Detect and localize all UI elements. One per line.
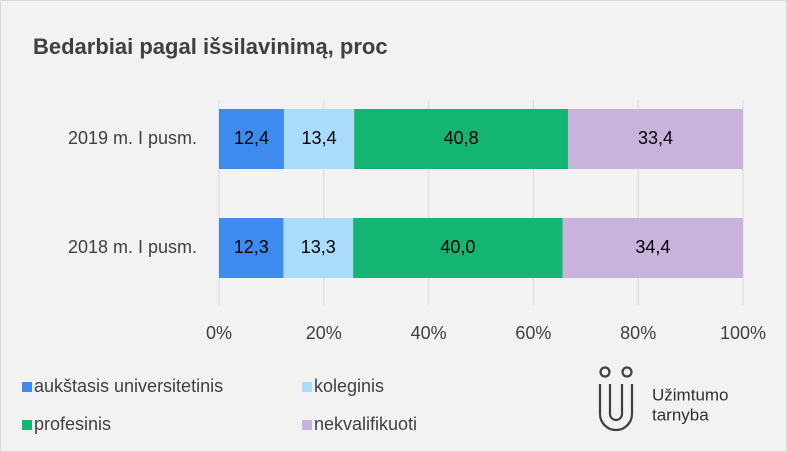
logo-u-inner [608,384,624,422]
x-tick-label: 80% [620,323,656,343]
bar-segment [567,109,743,169]
logo-u-outer [598,384,634,432]
logo-dot [621,366,633,378]
y-tick-label: 2018 m. I pusm. [68,237,197,257]
value-label: 13,4 [302,128,337,148]
value-label: 12,3 [234,237,269,257]
legend-swatch [22,420,32,430]
bar-segment [353,218,563,278]
bar-segment [219,218,284,278]
legend-swatch [302,382,312,392]
legend-swatch [22,382,32,392]
value-label: 40,0 [440,237,475,257]
logo-text: tarnyba [652,405,709,424]
chart-title: Bedarbiai pagal išsilavinimą, proc [33,34,388,59]
x-tick-label: 20% [306,323,342,343]
legend-swatch [302,420,312,430]
legend-label: aukštasis universitetinis [34,376,223,396]
value-label: 33,4 [638,128,673,148]
logo [598,366,634,432]
y-tick-label: 2019 m. I pusm. [68,128,197,148]
bar-segment [354,109,568,169]
value-label: 34,4 [635,237,670,257]
logo-text: Užimtumo [652,385,729,404]
legend-label: nekvalifikuoti [314,414,417,434]
x-tick-label: 100% [720,323,766,343]
legend-label: koleginis [314,376,384,396]
value-label: 12,4 [234,128,269,148]
logo-dot [599,366,611,378]
value-label: 13,3 [301,237,336,257]
value-label: 40,8 [444,128,479,148]
x-tick-label: 40% [411,323,447,343]
legend-label: profesinis [34,414,111,434]
x-tick-label: 0% [206,323,232,343]
bar-segment [283,218,354,278]
bar-segment [562,218,743,278]
bar-segment [219,109,284,169]
bar-segment [283,109,355,169]
x-tick-label: 60% [515,323,551,343]
